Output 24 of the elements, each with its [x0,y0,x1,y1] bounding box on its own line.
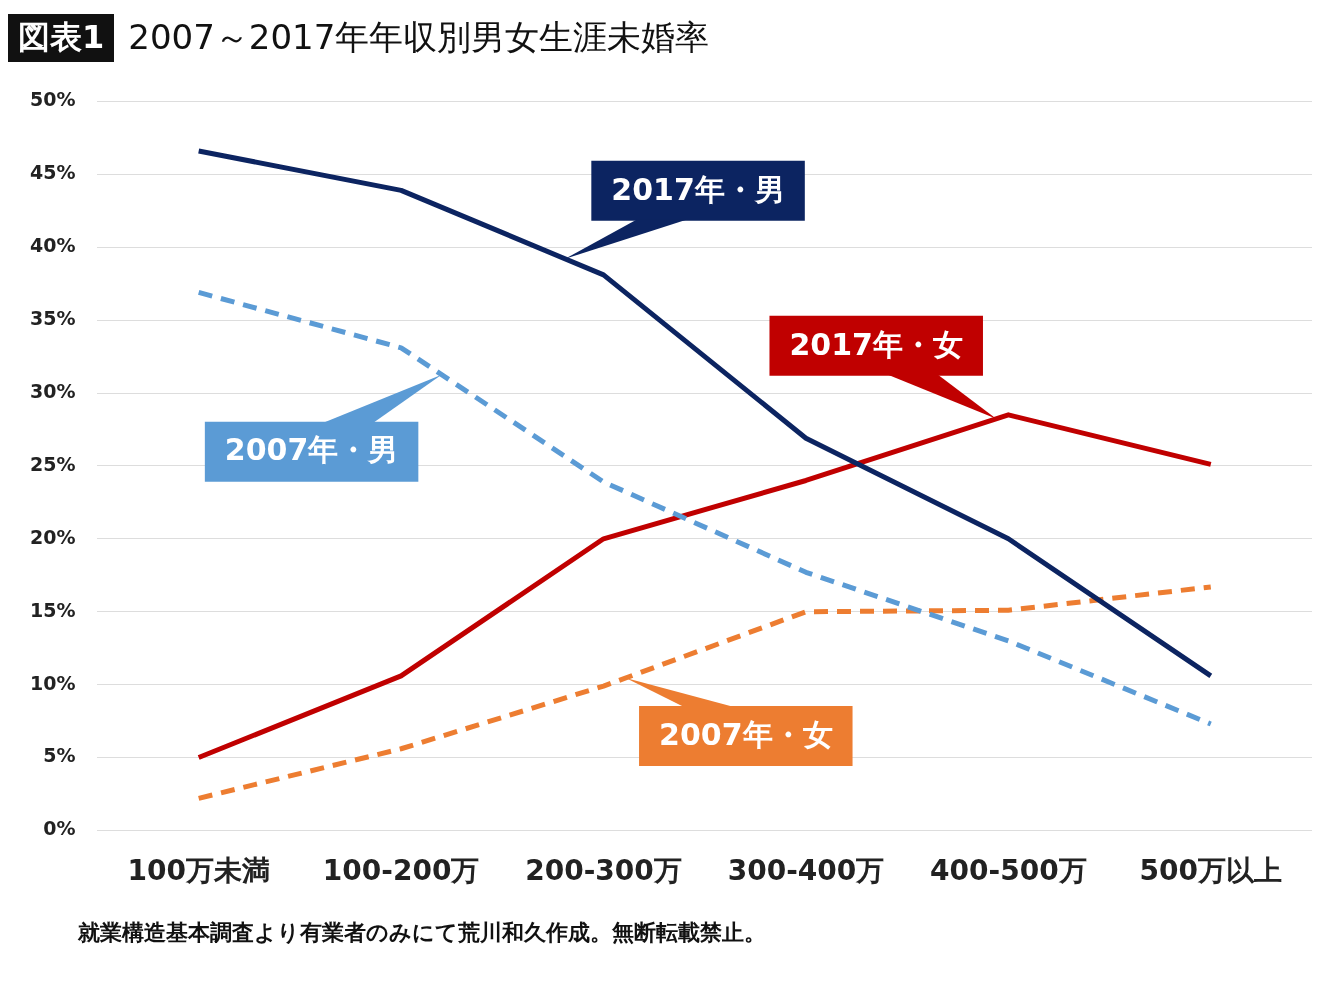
y-tick-label: 50% [29,88,76,111]
y-tick-label: 10% [29,671,76,694]
y-tick-label: 0% [43,817,76,840]
y-tick-label: 30% [29,379,76,402]
y-tick-label: 35% [29,307,76,330]
legend-label: 2007年・男 [224,432,399,468]
text: 2017年・男 [611,171,785,207]
x-tick-label: 500万以上 [1139,854,1283,888]
x-tick-label: 100万未満 [127,854,270,888]
y-tick-label: 20% [29,525,76,548]
y-tick-label: 5% [43,744,76,767]
y-tick-label: 40% [29,234,76,257]
x-tick-label: 200-300万 [525,854,682,888]
text: 図表1 [8,14,115,62]
chart-title: 2007～2017年年収別男女生涯未婚率 [128,16,710,59]
y-tick-label: 25% [29,452,76,475]
x-tick-label: 300-400万 [727,854,885,888]
y-tick-label: 15% [29,598,76,621]
y-tick-label: 45% [29,161,76,184]
x-tick-label: 100-200万 [322,854,480,888]
x-tick-label: 400-500万 [930,854,1087,888]
text: 2017年・女 [789,326,963,362]
text: 就業構造基本調査より有業者のみにて荒川和久作成。無断転載禁止。 [78,919,767,947]
legend-label: 2007年・女 [659,716,833,752]
